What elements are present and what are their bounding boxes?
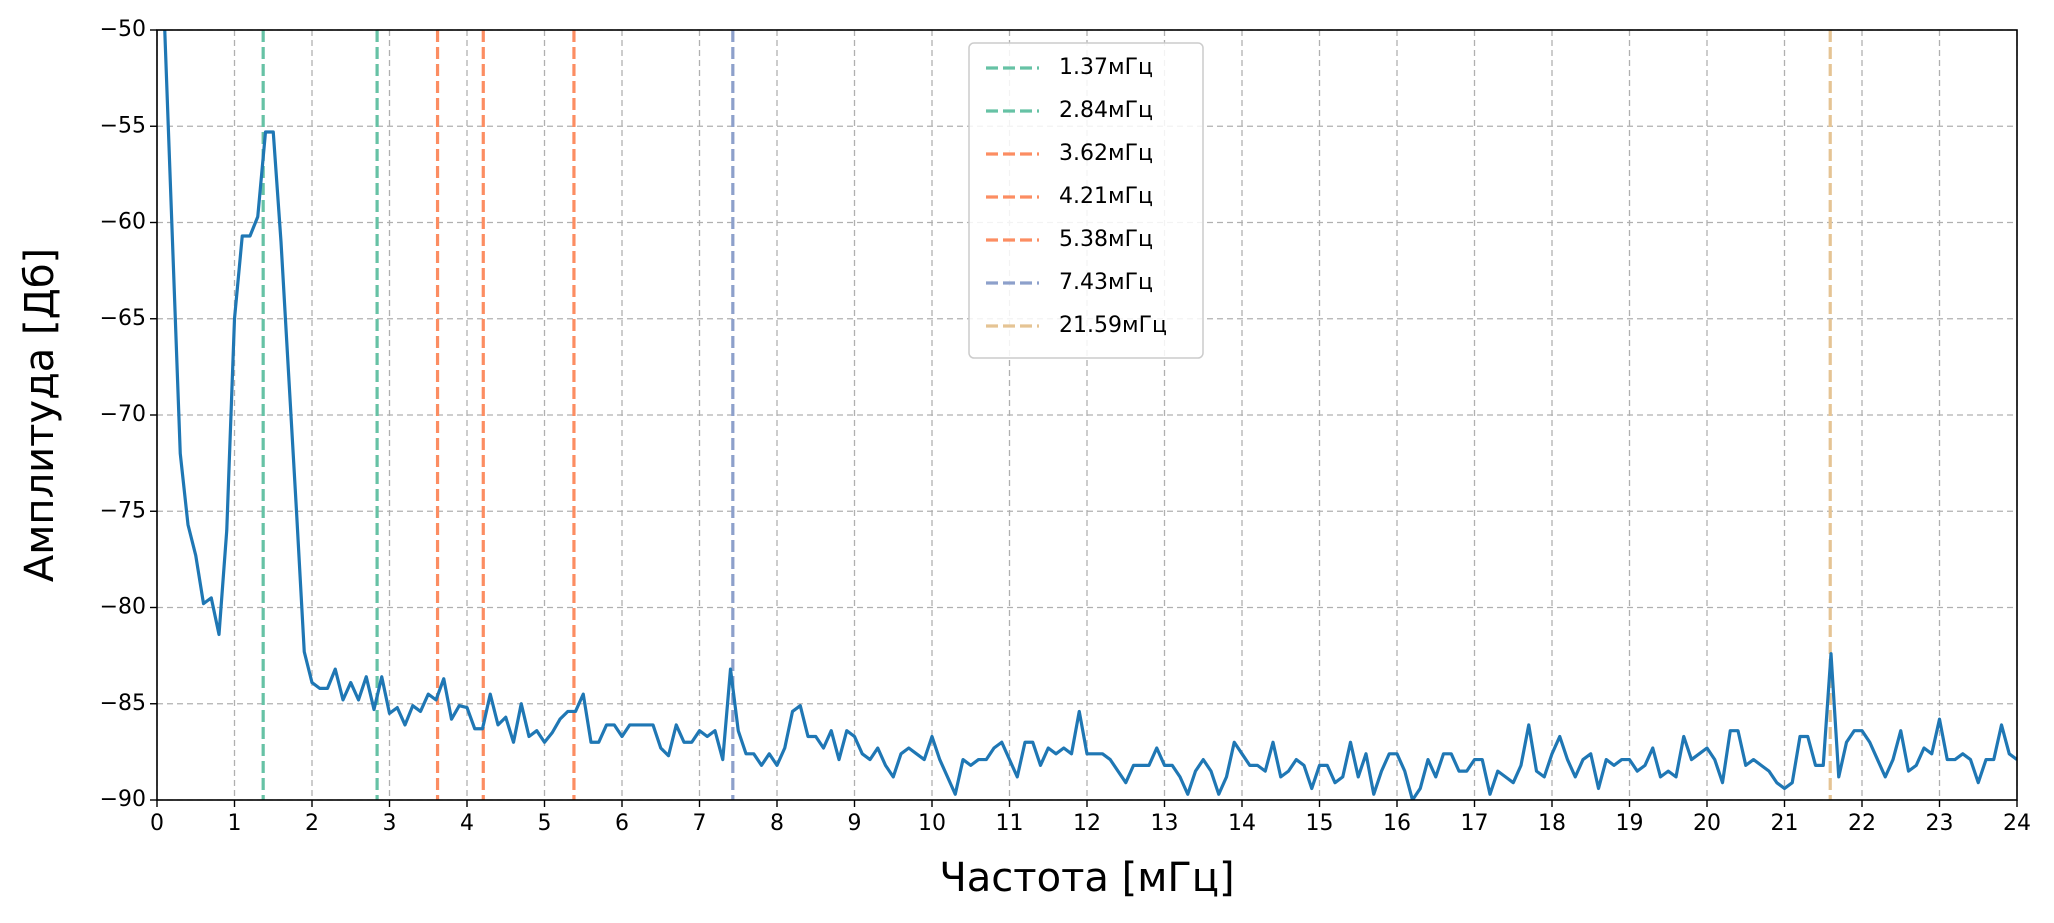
- legend-label: 1.37мГц: [1059, 55, 1153, 80]
- y-tick-label: −80: [100, 595, 146, 620]
- legend-label: 21.59мГц: [1059, 313, 1167, 338]
- x-tick-label: 0: [150, 811, 164, 836]
- legend-label: 3.62мГц: [1059, 141, 1153, 166]
- legend-label: 4.21мГц: [1059, 184, 1153, 209]
- y-axis-label: Амплитуда [Дб]: [17, 248, 63, 582]
- x-tick-label: 15: [1306, 811, 1334, 836]
- x-tick-label: 5: [538, 811, 552, 836]
- x-tick-label: 24: [2003, 811, 2031, 836]
- y-tick-label: −65: [100, 306, 146, 331]
- x-axis-label: Частота [мГц]: [939, 855, 1234, 901]
- x-tick-label: 14: [1228, 811, 1256, 836]
- spectrum-line: [163, 30, 2017, 800]
- x-tick-label: 12: [1073, 811, 1101, 836]
- y-tick-label: −90: [100, 787, 146, 812]
- x-tick-label: 2: [305, 811, 319, 836]
- y-tick-label: −60: [100, 210, 146, 235]
- y-tick-label: −75: [100, 498, 146, 523]
- x-tick-label: 23: [1926, 811, 1954, 836]
- x-tick-label: 8: [770, 811, 784, 836]
- x-tick-label: 1: [228, 811, 242, 836]
- x-tick-label: 6: [615, 811, 629, 836]
- legend-label: 5.38мГц: [1059, 227, 1153, 252]
- x-tick-label: 19: [1616, 811, 1644, 836]
- y-tick-label: −85: [100, 691, 146, 716]
- x-tick-label: 20: [1693, 811, 1721, 836]
- x-tick-label: 22: [1848, 811, 1876, 836]
- x-tick-label: 7: [693, 811, 707, 836]
- x-tick-label: 17: [1461, 811, 1489, 836]
- x-tick-label: 16: [1383, 811, 1411, 836]
- legend-box: [968, 42, 1204, 359]
- y-tick-label: −50: [100, 17, 146, 42]
- x-tick-label: 3: [383, 811, 397, 836]
- x-tick-label: 11: [996, 811, 1024, 836]
- x-tick-label: 10: [918, 811, 946, 836]
- x-tick-label: 18: [1538, 811, 1566, 836]
- y-tick-label: −70: [100, 402, 146, 427]
- x-tick-label: 9: [848, 811, 862, 836]
- x-tick-label: 21: [1771, 811, 1799, 836]
- x-tick-label: 13: [1151, 811, 1179, 836]
- x-tick-label: 4: [460, 811, 474, 836]
- legend-label: 2.84мГц: [1059, 98, 1153, 123]
- legend-label: 7.43мГц: [1059, 270, 1153, 295]
- y-tick-label: −55: [100, 113, 146, 138]
